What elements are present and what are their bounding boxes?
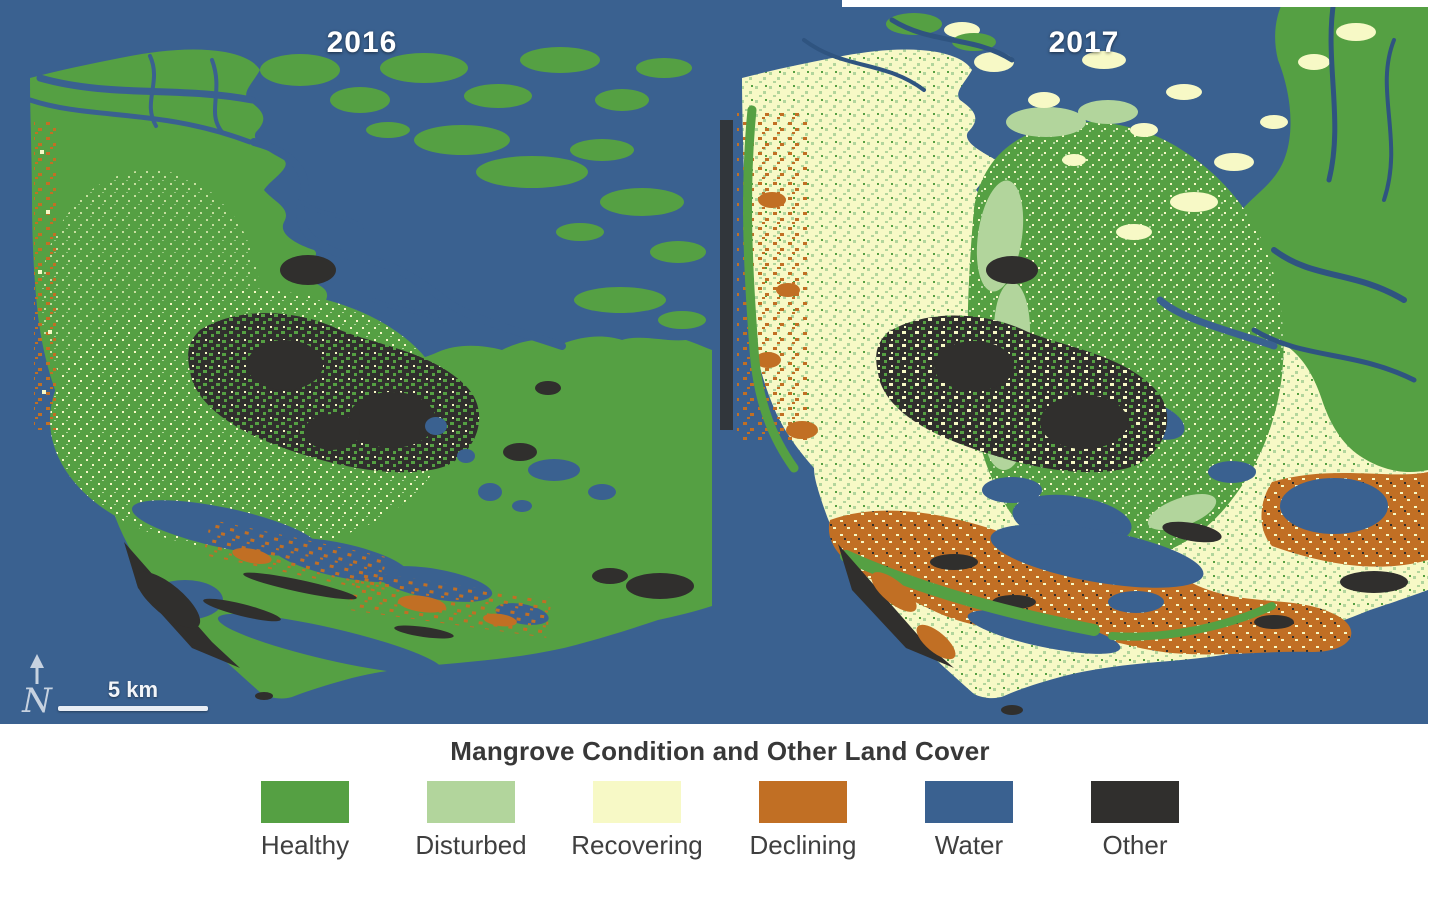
legend-swatch-disturbed	[427, 781, 515, 823]
dark-patch	[280, 255, 336, 285]
west-coast-speckles	[34, 120, 56, 430]
spit-declining	[871, 572, 956, 660]
year-label-2017: 2017	[1048, 26, 1120, 59]
scale-bar-label: 5 km	[107, 677, 159, 702]
legend-label-declining: Declining	[749, 830, 857, 860]
map-panel-2016: 2016 N 5 km	[0, 0, 712, 724]
scale-bar: 5 km	[58, 677, 208, 711]
dark-cores	[934, 341, 1128, 449]
spit-tip	[255, 692, 273, 700]
legend-swatch-declining	[759, 781, 847, 823]
legend-item-declining: Declining	[727, 781, 879, 861]
legend-swatch-recovering	[593, 781, 681, 823]
legend-swatch-water	[925, 781, 1013, 823]
legend-item-disturbed: Disturbed	[395, 781, 547, 861]
north-arrow-icon: N	[21, 654, 53, 716]
map-panel-2017: 2017	[712, 0, 1428, 724]
year-label-2016: 2016	[326, 26, 398, 59]
legend-items: Healthy Disturbed Recovering Declining W…	[0, 781, 1440, 861]
map-canvas-2017	[712, 0, 1428, 724]
spit-tip	[1001, 705, 1023, 715]
south-band-2017	[828, 461, 1428, 655]
legend-item-healthy: Healthy	[229, 781, 381, 861]
top-white-margin	[842, 0, 1428, 7]
west-declining-blobs	[755, 192, 818, 439]
dark-patch	[986, 256, 1038, 284]
legend-title: Mangrove Condition and Other Land Cover	[450, 736, 990, 766]
map-comparison-row: 2016 N 5 km	[0, 0, 1428, 724]
legend-label-water: Water	[934, 830, 1004, 860]
svg-text:N: N	[21, 681, 53, 716]
legend: Mangrove Condition and Other Land Cover …	[0, 724, 1440, 861]
legend-swatch-other	[1091, 781, 1179, 823]
legend-item-water: Water	[893, 781, 1045, 861]
west-green-fringe	[743, 105, 799, 473]
west-dark-shore	[720, 120, 733, 430]
river-channels-2016	[27, 54, 566, 350]
scale-bar-line	[58, 706, 208, 711]
legend-label-recovering: Recovering	[571, 830, 703, 860]
northeast-green-2017	[1228, 0, 1428, 473]
legend-swatch-healthy	[261, 781, 349, 823]
beach-wedge-core	[135, 571, 201, 629]
dark-cores	[247, 340, 561, 461]
west-coast-sand	[38, 150, 52, 394]
coast-green-ribbon	[1108, 602, 1276, 641]
interior-lakes-2016	[425, 417, 616, 512]
lagoon-green-ribbon	[840, 550, 1100, 636]
legend-label-healthy: Healthy	[260, 830, 350, 860]
legend-item-recovering: Recovering	[561, 781, 713, 861]
map-canvas-2016	[0, 0, 712, 724]
legend-label-disturbed: Disturbed	[415, 830, 527, 860]
legend-item-other: Other	[1059, 781, 1211, 861]
north-indicator: N	[16, 654, 58, 716]
river-channels-2017	[802, 0, 1417, 383]
lagoon-band-2016	[131, 500, 694, 675]
legend-label-other: Other	[1102, 830, 1168, 860]
bay-islands-2016	[260, 47, 706, 329]
